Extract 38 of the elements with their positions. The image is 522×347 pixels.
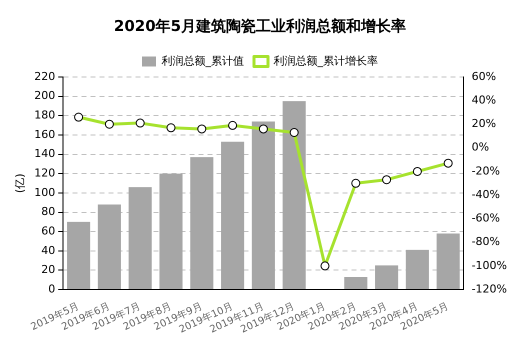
bar xyxy=(190,157,214,290)
bar xyxy=(252,121,275,290)
y-tick-label: 100 xyxy=(34,186,56,199)
bar xyxy=(406,250,429,290)
y2-tick-label: 40% xyxy=(472,93,496,106)
y2-tick-label: -100% xyxy=(472,258,508,272)
bar xyxy=(128,187,152,290)
y-tick-label: 0 xyxy=(48,282,56,296)
y-tick-label: 60 xyxy=(41,224,56,238)
y2-tick-label: 0% xyxy=(472,140,490,154)
chart-title: 2020年5月建筑陶瓷工业利润总额和增长率 xyxy=(114,16,406,35)
bar xyxy=(98,204,121,290)
y-tick-label: 40 xyxy=(41,244,56,257)
bar xyxy=(436,234,460,290)
legend-label: 利润总额_累计值 xyxy=(162,54,244,68)
bar xyxy=(375,265,398,290)
y2-tick-label: -120% xyxy=(472,282,508,296)
legend-label: 利润总额_累计增长率 xyxy=(274,54,378,68)
y-tick-label: 200 xyxy=(34,89,56,102)
y2-tick-label: -40% xyxy=(472,188,500,201)
y-tick-label: 80 xyxy=(41,205,56,218)
y-tick-label: 220 xyxy=(34,70,56,83)
y-tick-label: 180 xyxy=(34,108,56,122)
bar xyxy=(282,101,306,290)
y2-tick-label: -60% xyxy=(472,212,500,225)
y-tick-label: 120 xyxy=(34,166,56,180)
y-axis-title: (亿) xyxy=(13,173,26,194)
y-tick-label: 140 xyxy=(34,147,56,160)
bar xyxy=(344,276,368,290)
y2-tick-label: 60% xyxy=(472,70,496,83)
y2-tick-label: -80% xyxy=(472,235,500,248)
bar xyxy=(67,222,90,290)
bar xyxy=(221,142,244,290)
y2-tick-label: 20% xyxy=(472,117,496,130)
bar xyxy=(159,174,183,290)
y-tick-label: 20 xyxy=(41,263,56,276)
y2-tick-label: -20% xyxy=(472,164,500,178)
y-tick-label: 160 xyxy=(34,128,56,141)
